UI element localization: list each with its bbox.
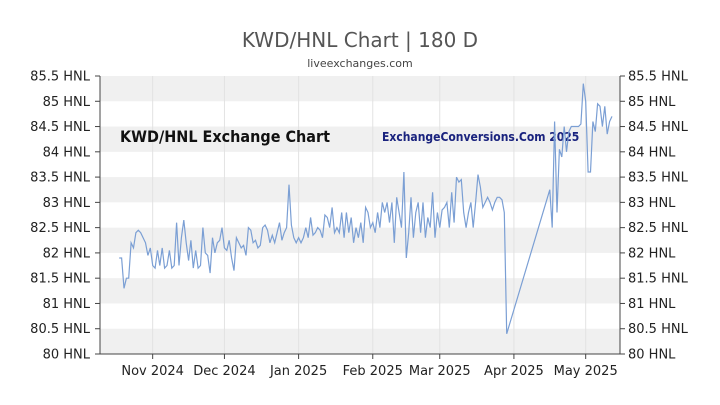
y-tick-label-left: 83 HNL xyxy=(43,196,91,211)
y-tick-label-left: 85 HNL xyxy=(43,95,91,110)
y-tick-label-left: 81.5 HNL xyxy=(30,272,91,287)
x-gridlines xyxy=(152,76,587,354)
y-tick-label-right: 85.5 HNL xyxy=(628,70,689,85)
chart-subtitle: liveexchanges.com xyxy=(307,57,412,70)
y-tick-label-left: 84 HNL xyxy=(43,145,91,160)
x-tick-label: Apr 2025 xyxy=(484,364,544,379)
y-tick-label-right: 85 HNL xyxy=(628,95,676,110)
y-tick-label-left: 80.5 HNL xyxy=(30,322,91,337)
annotation-watermark: ExchangeConversions.Com 2025 xyxy=(382,130,579,144)
y-tick-label-left: 80 HNL xyxy=(43,348,91,363)
chart-title: KWD/HNL Chart | 180 D xyxy=(242,28,478,52)
y-axis-right-labels: 80 HNL 80.5 HNL 81 HNL 81.5 HNL 82 HNL 82.5 H… xyxy=(628,70,689,363)
y-tick-label-left: 81 HNL xyxy=(43,297,91,312)
grid-band xyxy=(100,177,620,203)
y-tick-label-right: 81 HNL xyxy=(628,297,676,312)
y-tick-label-right: 80.5 HNL xyxy=(628,322,689,337)
y-tick-label-right: 81.5 HNL xyxy=(628,272,689,287)
y-tick-label-right: 80 HNL xyxy=(628,348,676,363)
x-tick-label: Jan 2025 xyxy=(269,364,327,379)
y-tick-label-left: 84.5 HNL xyxy=(30,120,91,135)
grid-band xyxy=(100,126,620,152)
y-tick-label-left: 85.5 HNL xyxy=(30,70,91,85)
grid-band xyxy=(100,278,620,304)
y-tick-label-right: 83.5 HNL xyxy=(628,171,689,186)
x-axis-labels: Nov 2024 Dec 2024 Jan 2025 Feb 2025 Mar 2025… xyxy=(121,364,617,379)
x-tick-label: Nov 2024 xyxy=(121,364,184,379)
annotation-exchange-chart: KWD/HNL Exchange Chart xyxy=(120,127,330,146)
y-tick-label-right: 82 HNL xyxy=(628,246,676,261)
x-tick-label: May 2025 xyxy=(554,364,618,379)
x-tick-label: Feb 2025 xyxy=(343,364,403,379)
y-tick-label-right: 83 HNL xyxy=(628,196,676,211)
x-tick-label: Dec 2024 xyxy=(193,364,255,379)
y-tick-label-left: 83.5 HNL xyxy=(30,171,91,186)
y-tick-label-right: 84 HNL xyxy=(628,145,676,160)
y-tick-label-right: 84.5 HNL xyxy=(628,120,689,135)
x-tick-label: Mar 2025 xyxy=(409,364,471,379)
y-tick-label-right: 82.5 HNL xyxy=(628,221,689,236)
series-line xyxy=(119,83,613,334)
y-tick-label-left: 82 HNL xyxy=(43,246,91,261)
grid-bands xyxy=(100,76,620,354)
grid-band xyxy=(100,328,620,354)
y-tick-label-left: 82.5 HNL xyxy=(30,221,91,236)
y-axis-left-labels: 80 HNL 80.5 HNL 81 HNL 81.5 HNL 82 HNL 82.5 H… xyxy=(30,70,91,363)
axes xyxy=(95,75,625,359)
grid-band xyxy=(100,76,620,102)
